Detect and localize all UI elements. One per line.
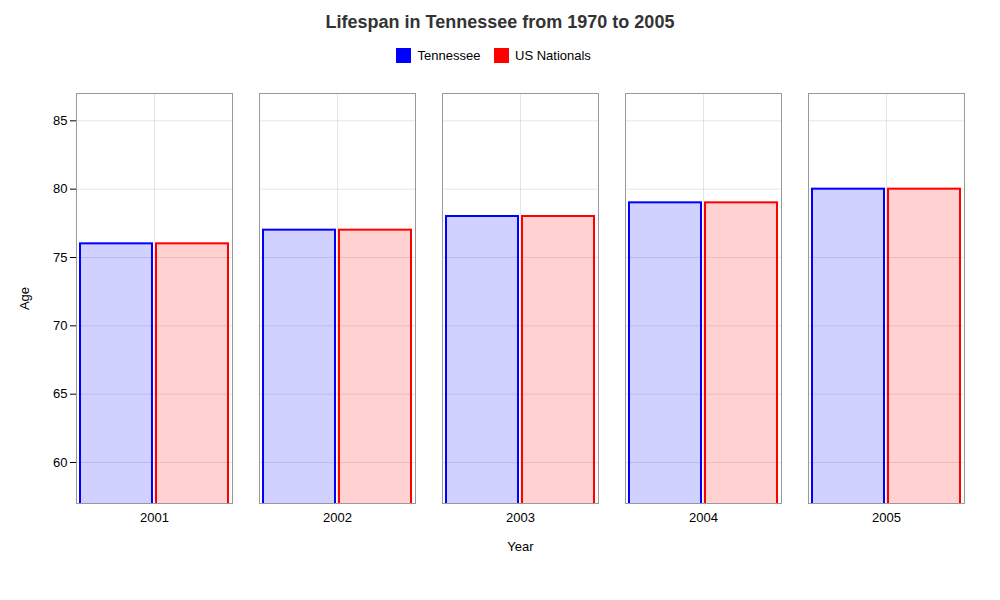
html-text:US Nationals: US Nationals	[515, 48, 591, 63]
svg-text:60: 60	[53, 454, 67, 469]
html-text:Lifespan in Tennessee from 197: Lifespan in Tennessee from 1970 to 2005	[325, 12, 675, 32]
svg-text:85: 85	[53, 112, 67, 127]
svg-text:2004: 2004	[689, 509, 718, 524]
svg-text:Age: Age	[17, 286, 32, 309]
svg-text:2005: 2005	[872, 509, 901, 524]
html-text:Tennessee: Tennessee	[417, 48, 481, 63]
svg-text:2003: 2003	[506, 509, 535, 524]
svg-text:Year: Year	[507, 538, 534, 553]
svg-text:75: 75	[53, 249, 67, 264]
svg-text:65: 65	[53, 386, 67, 401]
svg-text:80: 80	[53, 181, 67, 196]
svg-text:70: 70	[53, 317, 67, 332]
svg-text:2001: 2001	[140, 509, 169, 524]
svg-text:2002: 2002	[323, 509, 352, 524]
